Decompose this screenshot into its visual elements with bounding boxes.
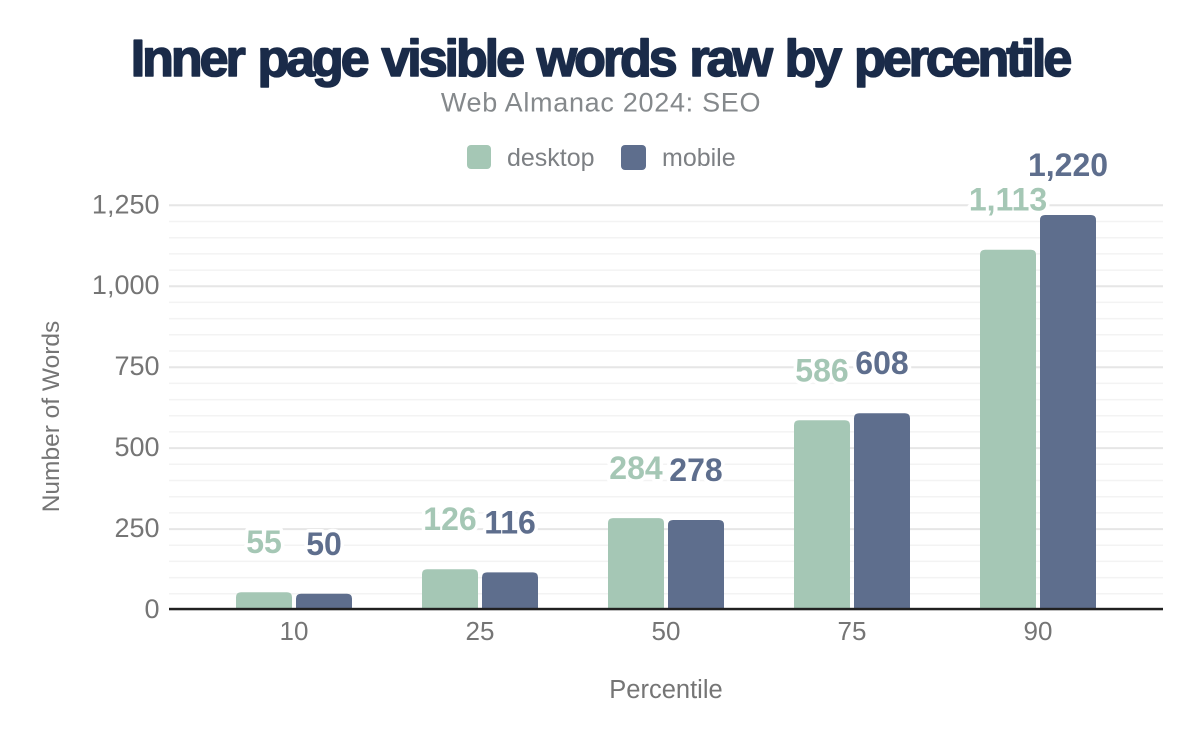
svg-text:284: 284 [609,450,663,486]
svg-text:75: 75 [838,616,867,646]
svg-text:750: 750 [114,351,159,381]
svg-text:10: 10 [280,616,309,646]
svg-text:1,250: 1,250 [92,189,160,219]
svg-text:126: 126 [423,501,476,537]
svg-text:Inner page visible words raw b: Inner page visible words raw by percenti… [131,30,1072,88]
svg-text:1,113: 1,113 [969,182,1047,218]
svg-text:608: 608 [855,345,908,381]
svg-text:mobile: mobile [662,144,736,172]
svg-text:50: 50 [652,616,681,646]
svg-text:116: 116 [484,504,536,540]
svg-text:250: 250 [114,513,159,543]
svg-text:1,220: 1,220 [1028,147,1108,183]
svg-text:500: 500 [114,432,159,462]
svg-text:90: 90 [1024,616,1053,646]
svg-text:desktop: desktop [507,144,595,172]
svg-text:25: 25 [466,616,495,646]
svg-text:1,000: 1,000 [92,270,160,300]
svg-text:586: 586 [795,352,848,388]
svg-text:55: 55 [246,524,282,560]
svg-text:Percentile: Percentile [609,676,722,704]
svg-text:278: 278 [669,452,722,488]
svg-text:50: 50 [306,526,342,562]
svg-text:0: 0 [144,594,159,624]
svg-text:Web Almanac 2024: SEO: Web Almanac 2024: SEO [441,88,761,118]
svg-text:Number of Words: Number of Words [38,321,65,513]
